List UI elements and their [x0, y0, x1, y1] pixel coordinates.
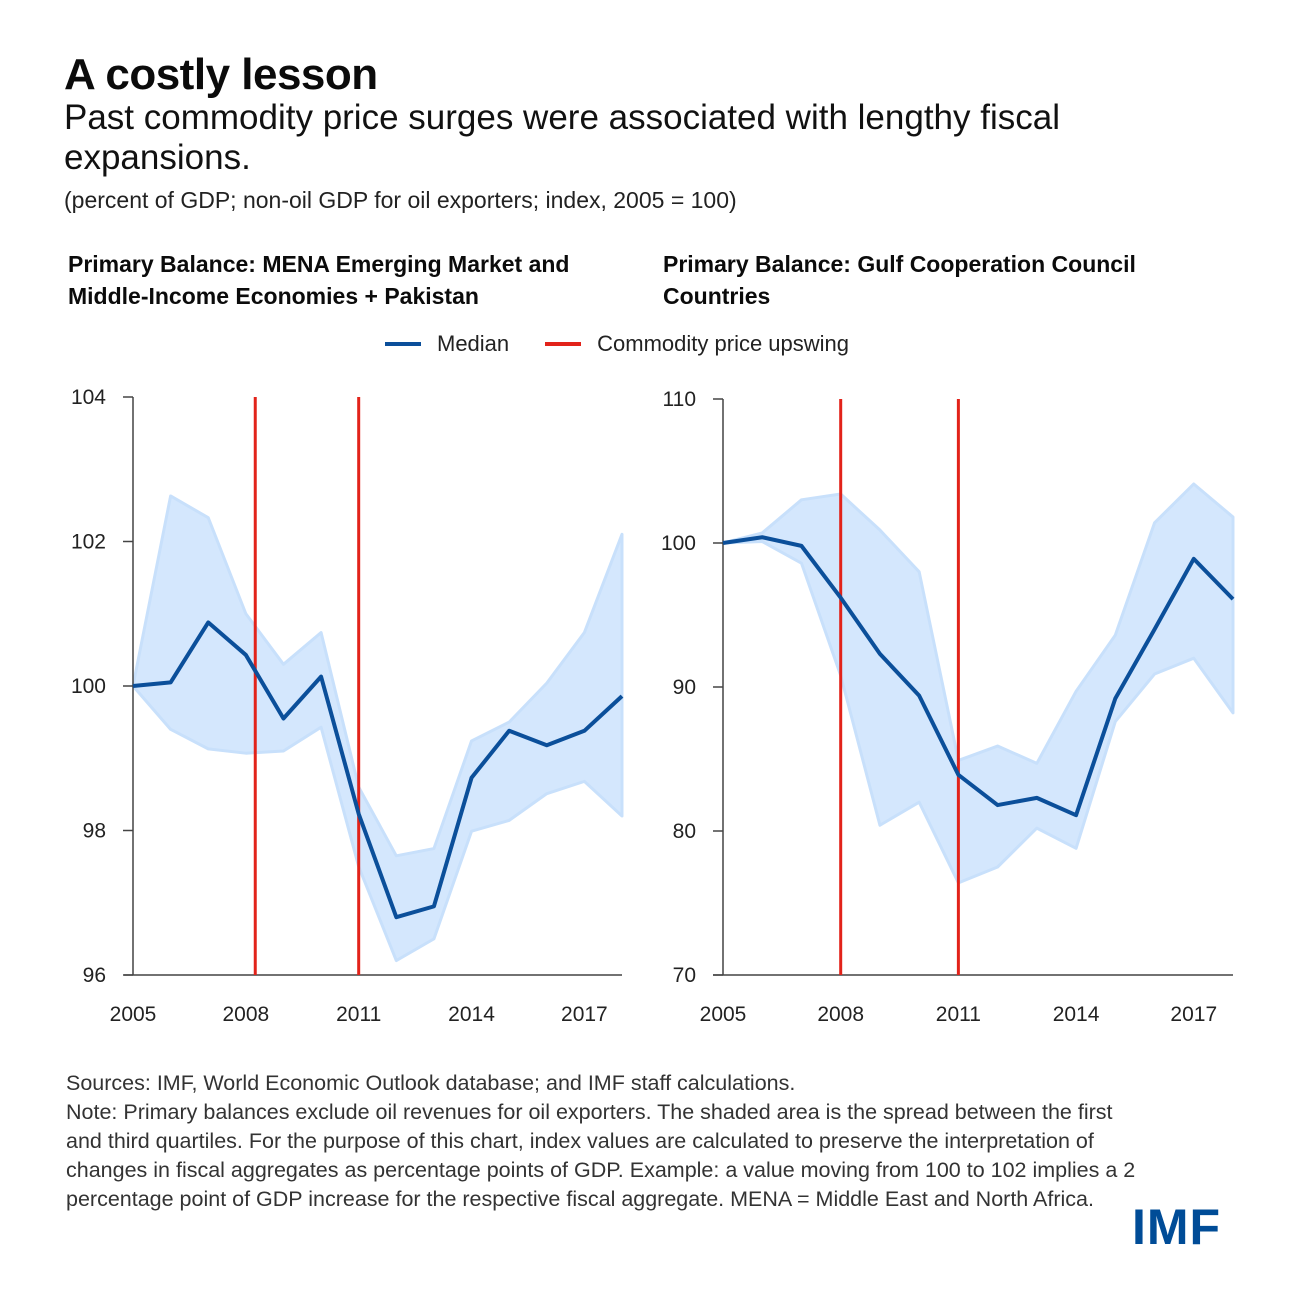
quartile-band	[721, 482, 1235, 885]
right-chart: 70 80 90 100 110 2005 2008 2011 2014 2017	[661, 388, 1235, 1026]
chart-subtitle: Past commodity price surges were associa…	[64, 98, 1060, 177]
x-tick-label: 2017	[1170, 1003, 1217, 1026]
median-line	[132, 620, 624, 920]
x-tick-label: 2008	[222, 1003, 269, 1026]
y-tick-label: 80	[673, 820, 696, 843]
imf-logo: IMF	[1132, 1199, 1222, 1255]
right-panel-title: Primary Balance: Gulf Cooperation Counci…	[663, 251, 1136, 309]
y-tick-label: 100	[661, 532, 696, 555]
x-tick-label: 2014	[1053, 1003, 1100, 1026]
units-note: (percent of GDP; non-oil GDP for oil exp…	[64, 187, 737, 213]
chart-title: A costly lesson	[64, 50, 378, 99]
footer: Sources: IMF, World Economic Outlook dat…	[66, 1069, 1136, 1214]
y-tick-label: 102	[71, 531, 106, 554]
left-chart: 96 98 100 102 104 2005 2008 2011 2014 2017	[71, 386, 624, 1026]
sources-text: Sources: IMF, World Economic Outlook dat…	[66, 1071, 796, 1095]
legend-item-upswing: Commodity price upswing	[545, 331, 849, 357]
y-tick-label: 96	[83, 964, 106, 987]
upswing-swatch	[545, 342, 582, 346]
legend-label-upswing: Commodity price upswing	[597, 331, 850, 356]
legend: Median Commodity price upswing	[385, 331, 885, 357]
y-tick-label: 98	[83, 820, 106, 843]
y-tick-label: 90	[673, 676, 696, 699]
x-tick-label: 2014	[448, 1003, 495, 1026]
note-text: Note: Primary balances exclude oil reven…	[66, 1100, 1136, 1211]
legend-item-median: Median	[385, 331, 509, 357]
y-tick-label: 100	[71, 675, 106, 698]
y-tick-label: 70	[673, 964, 696, 987]
median-line	[722, 535, 1235, 818]
quartile-band	[131, 494, 624, 963]
y-tick-label: 110	[663, 388, 696, 411]
y-tick-label: 104	[71, 386, 106, 409]
x-tick-label: 2005	[110, 1003, 157, 1026]
legend-label-median: Median	[437, 331, 510, 356]
left-panel-title: Primary Balance: MENA Emerging Market an…	[68, 251, 570, 309]
median-swatch	[385, 342, 421, 346]
charts-svg: 96 98 100 102 104 2005 2008 2011 2014 2017 70 80 90…	[71, 386, 1235, 1026]
x-tick-label: 2008	[817, 1003, 864, 1026]
x-tick-label: 2011	[936, 1003, 981, 1026]
x-tick-label: 2011	[336, 1003, 381, 1026]
x-tick-label: 2017	[561, 1003, 608, 1026]
x-tick-label: 2005	[700, 1003, 747, 1026]
